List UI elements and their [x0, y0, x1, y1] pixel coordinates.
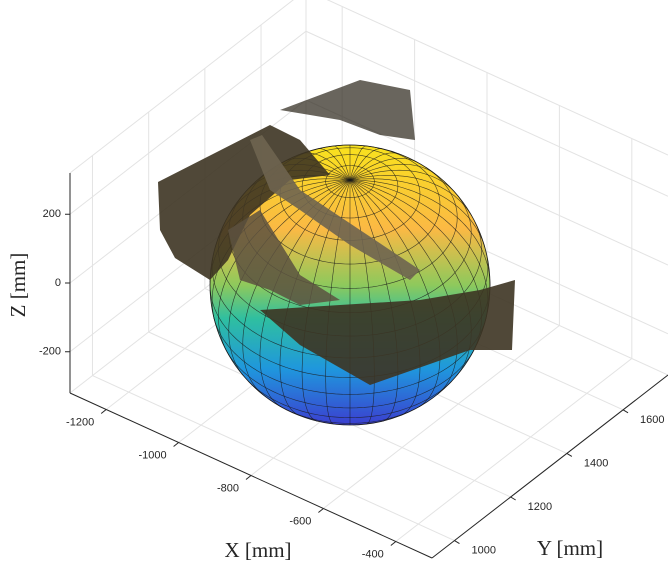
- x-tick: [101, 410, 106, 414]
- y-tick-label: 1400: [584, 457, 608, 469]
- x-tick: [246, 476, 251, 480]
- y-tick: [454, 541, 459, 544]
- z-axis-label: Z [mm]: [6, 253, 30, 318]
- y-tick: [511, 497, 516, 500]
- y-axis-label: Y [mm]: [537, 536, 603, 560]
- texture-patch: [280, 80, 415, 140]
- chart: -1200 -1000 -800 -600 -400 1000 1200 1400 1600 -2…: [0, 0, 668, 566]
- y-tick: [567, 453, 572, 456]
- x-tick: [391, 542, 396, 546]
- z-tick-label: 0: [55, 277, 61, 289]
- y-tick-label: 1600: [640, 414, 664, 426]
- x-tick-label: -800: [217, 482, 239, 494]
- x-tick: [174, 443, 179, 447]
- y-tick-label: 1000: [471, 544, 495, 556]
- y-tick-label: 1200: [528, 501, 552, 513]
- y-tick: [623, 410, 628, 413]
- z-tick-label: -200: [39, 346, 61, 358]
- x-tick-label: -1200: [66, 416, 94, 428]
- x-tick-label: -1000: [138, 449, 166, 461]
- y-axis-line: [432, 375, 668, 558]
- x-axis-label: X [mm]: [224, 538, 291, 562]
- x-tick-label: -600: [289, 515, 311, 527]
- z-tick-label: 200: [43, 208, 61, 220]
- x-tick: [318, 509, 323, 513]
- x-tick-label: -400: [362, 548, 384, 560]
